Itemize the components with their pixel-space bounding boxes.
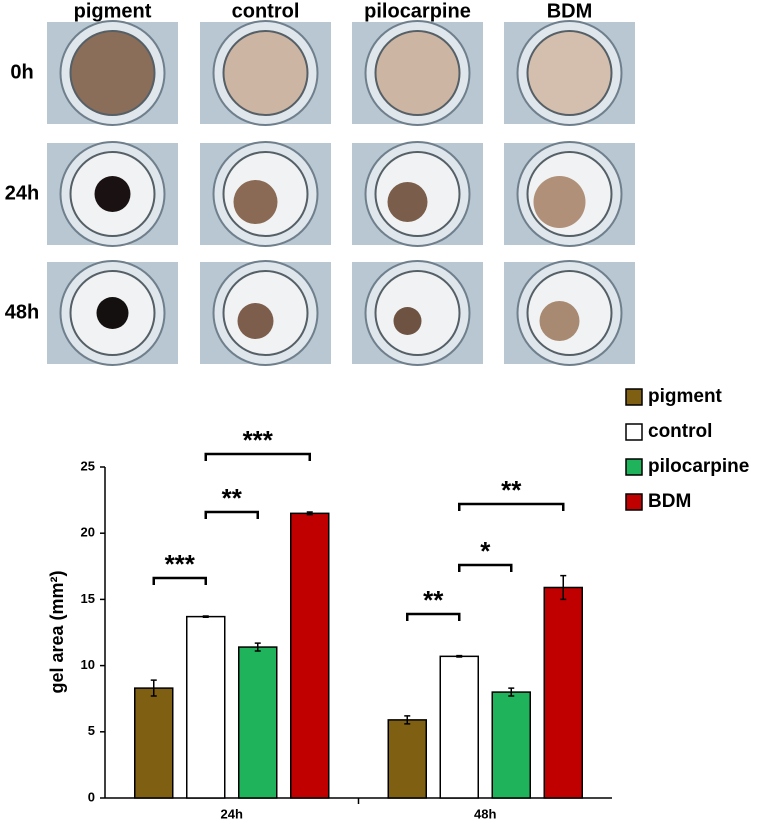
- bar: [238, 646, 278, 799]
- bar: [186, 615, 226, 799]
- photo-ring: [69, 30, 156, 116]
- bar: [491, 691, 531, 799]
- photo-gel: [233, 180, 278, 224]
- photo-gel: [393, 307, 422, 335]
- photo-ring: [222, 30, 309, 116]
- error-bar: [254, 642, 261, 652]
- legend-swatch: [625, 388, 643, 406]
- error-bar: [202, 615, 209, 619]
- bar: [134, 687, 174, 799]
- column-header: control: [232, 0, 300, 22]
- column-header: pilocarpine: [364, 0, 471, 22]
- bar: [543, 586, 583, 799]
- column-header: BDM: [547, 0, 593, 22]
- error-bar: [306, 511, 313, 516]
- significance-label: ***: [165, 549, 196, 579]
- legend-label: control: [648, 421, 712, 442]
- photo-gel: [237, 303, 274, 339]
- significance-label: **: [423, 585, 444, 615]
- error-bar: [560, 574, 567, 601]
- row-label: 24h: [5, 182, 39, 204]
- significance-label: *: [480, 536, 491, 566]
- error-bar: [456, 654, 463, 658]
- y-tick-label: 20: [81, 525, 95, 540]
- significance-label: **: [501, 475, 522, 505]
- photo-gel: [539, 301, 580, 341]
- error-bar: [404, 715, 411, 725]
- x-tick-label: 48h: [474, 806, 496, 821]
- row-label: 48h: [5, 301, 39, 323]
- bar: [439, 655, 479, 799]
- photo-gel: [94, 176, 131, 212]
- y-tick-label: 15: [81, 591, 95, 606]
- significance-bracket: [458, 563, 513, 572]
- significance-label: ***: [243, 425, 274, 455]
- legend-swatch: [625, 493, 643, 511]
- legend-swatch: [625, 423, 643, 441]
- significance-label: **: [222, 483, 243, 513]
- photo-gel: [387, 182, 428, 222]
- y-axis-label: gel area (mm²): [47, 570, 67, 693]
- photo-ring: [526, 30, 613, 116]
- photo-gel: [96, 297, 129, 329]
- y-tick-label: 10: [81, 657, 95, 672]
- significance-bracket: [152, 576, 207, 585]
- x-tick-label: 24h: [221, 806, 243, 821]
- column-header: pigment: [74, 0, 152, 22]
- y-tick-label: 0: [88, 789, 95, 804]
- bar: [290, 512, 330, 799]
- significance-bracket: [204, 452, 311, 461]
- error-bar: [150, 679, 157, 697]
- photo-gel: [533, 176, 586, 228]
- significance-bracket: [204, 510, 259, 519]
- row-label: 0h: [10, 61, 33, 83]
- photo-ring: [374, 30, 461, 116]
- y-tick-label: 5: [88, 723, 95, 738]
- legend-label: BDM: [648, 491, 691, 512]
- y-tick-label: 25: [81, 458, 95, 473]
- error-bar: [508, 687, 515, 697]
- legend-label: pigment: [648, 386, 723, 407]
- legend-label: pilocarpine: [648, 456, 749, 477]
- bar: [387, 719, 427, 799]
- significance-bracket: [406, 612, 461, 621]
- legend-swatch: [625, 458, 643, 476]
- significance-bracket: [458, 502, 565, 511]
